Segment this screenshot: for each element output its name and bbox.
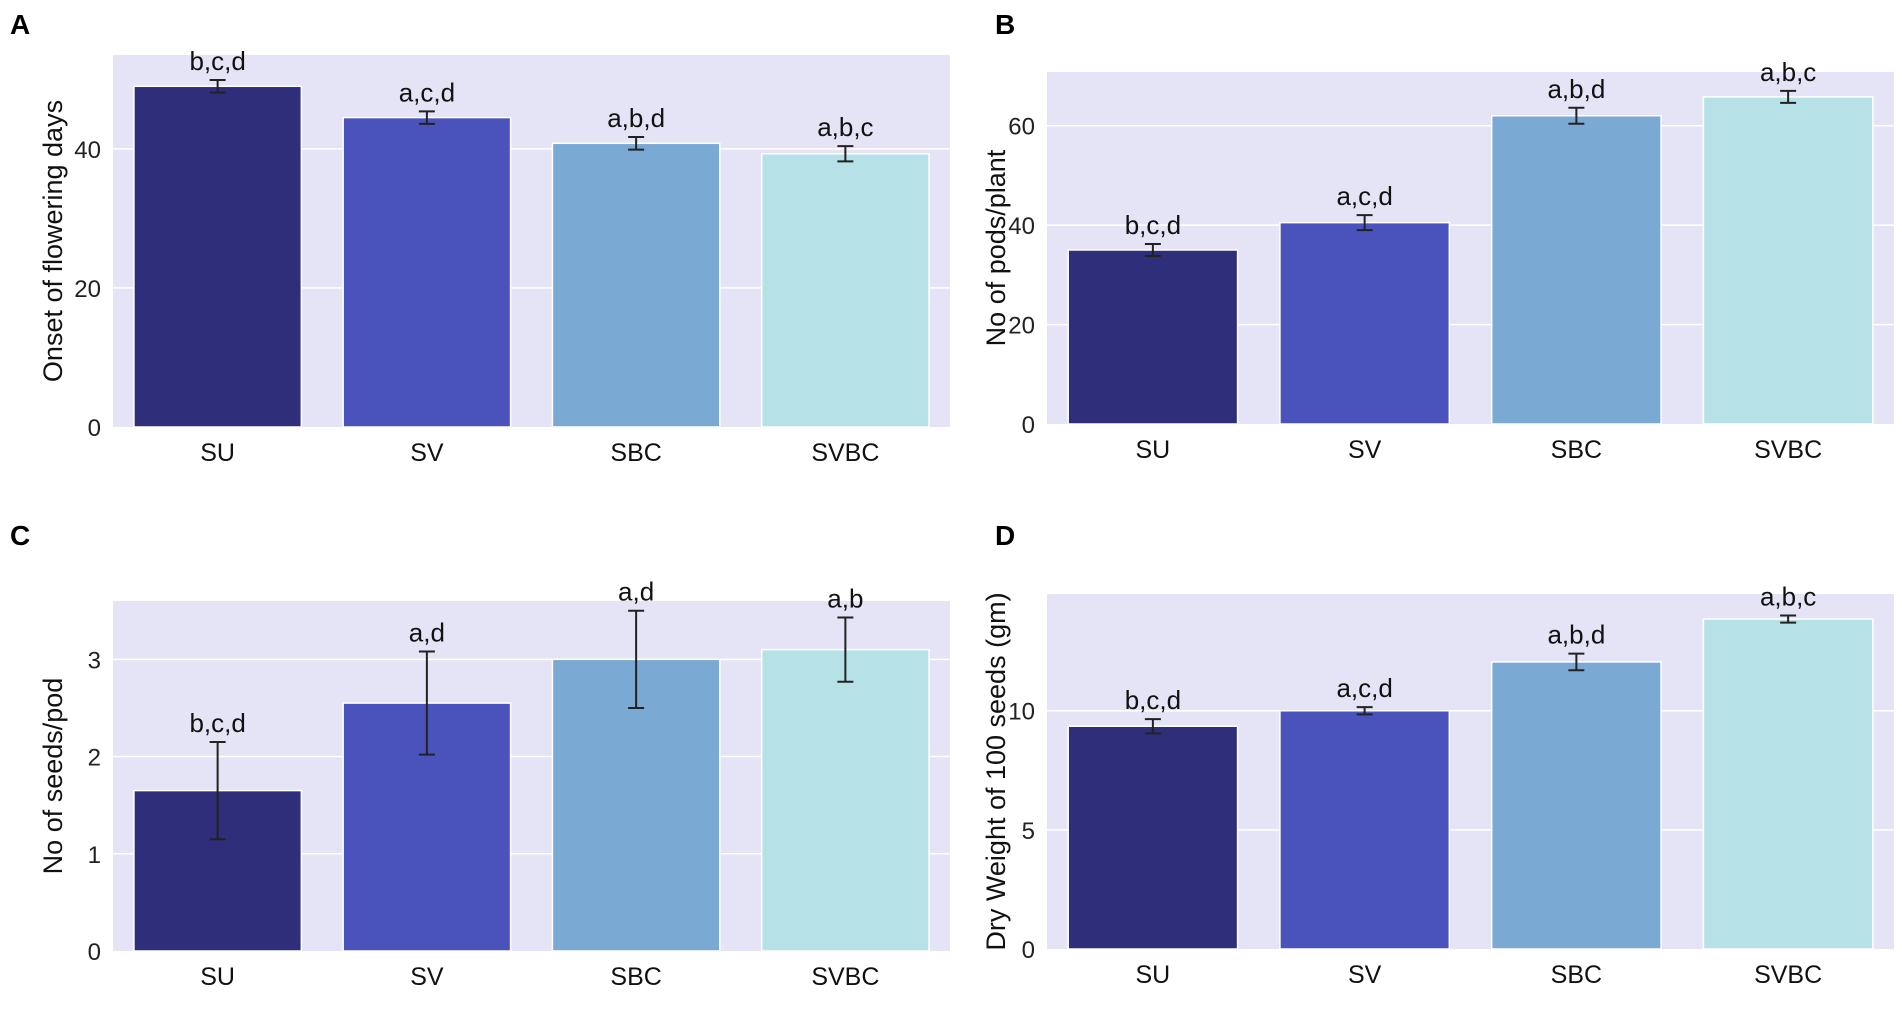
bar xyxy=(1490,115,1662,425)
y-tick-label: 5 xyxy=(1022,818,1035,845)
panel-a: 0 20 40 b,c,d SU a,c,d SV a,b,d SBC a,b,c SVBC Onse… xyxy=(10,9,950,467)
x-tick-label: SV xyxy=(1348,436,1382,464)
x-tick-label: SU xyxy=(1136,436,1171,464)
x-tick-label: SVBC xyxy=(1754,436,1822,464)
significance-label: b,c,d xyxy=(189,46,245,76)
x-tick-label: SV xyxy=(410,963,444,991)
x-tick-label: SV xyxy=(410,439,444,467)
y-axis-label: Dry Weight of 100 seeds (gm) xyxy=(981,592,1011,950)
y-axis-label: No of seeds/pod xyxy=(38,678,68,875)
significance-label: a,b,d xyxy=(1547,74,1605,104)
y-tick-label: 3 xyxy=(88,647,101,674)
panel-label: A xyxy=(10,9,30,40)
significance-label: a,d xyxy=(618,577,654,607)
significance-label: a,c,d xyxy=(1336,673,1392,703)
bar xyxy=(342,116,512,428)
bar xyxy=(133,85,303,428)
significance-label: b,c,d xyxy=(1125,210,1181,240)
x-tick-label: SBC xyxy=(610,963,661,991)
x-tick-label: SBC xyxy=(1551,961,1602,989)
bar xyxy=(1702,96,1874,425)
x-tick-label: SBC xyxy=(1551,436,1602,464)
significance-label: a,b xyxy=(827,584,863,614)
significance-label: a,c,d xyxy=(399,77,455,107)
bar xyxy=(1067,725,1239,950)
x-tick-label: SVBC xyxy=(811,963,879,991)
x-tick-label: SVBC xyxy=(1754,961,1822,989)
x-tick-label: SVBC xyxy=(811,439,879,467)
bar xyxy=(1279,221,1451,425)
significance-label: a,c,d xyxy=(1336,181,1392,211)
y-tick-label: 20 xyxy=(74,276,101,303)
y-axis-label: Onset of flowering days xyxy=(38,100,68,382)
y-tick-label: 20 xyxy=(1008,313,1035,340)
panel-c: 0 1 2 3 b,c,d SU a,d SV a,d SBC a,b SVBC No of seeds… xyxy=(10,520,950,991)
y-tick-label: 0 xyxy=(1022,937,1035,964)
bar xyxy=(1067,249,1239,425)
significance-label: a,b,c xyxy=(1760,57,1816,87)
y-tick-label: 0 xyxy=(88,939,101,966)
bar xyxy=(1279,709,1451,950)
significance-label: a,b,d xyxy=(607,103,665,133)
panel-label: B xyxy=(995,9,1015,40)
x-tick-label: SU xyxy=(1136,961,1171,989)
significance-label: a,d xyxy=(409,618,445,648)
y-tick-label: 60 xyxy=(1008,114,1035,141)
significance-label: b,c,d xyxy=(189,708,245,738)
x-tick-label: SU xyxy=(200,439,235,467)
significance-label: a,b,c xyxy=(817,112,873,142)
significance-label: a,b,d xyxy=(1547,620,1605,650)
significance-label: b,c,d xyxy=(1125,685,1181,715)
bar xyxy=(760,648,930,952)
bar xyxy=(551,142,721,428)
y-tick-label: 1 xyxy=(88,842,101,869)
panel-label: D xyxy=(995,520,1015,551)
bar xyxy=(760,152,930,428)
y-tick-label: 10 xyxy=(1008,699,1035,726)
panel-label: C xyxy=(10,520,30,551)
y-tick-label: 40 xyxy=(1008,213,1035,240)
significance-label: a,b,c xyxy=(1760,581,1816,611)
y-tick-label: 0 xyxy=(1022,412,1035,439)
y-tick-label: 40 xyxy=(74,137,101,164)
y-tick-label: 0 xyxy=(88,415,101,442)
y-tick-label: 2 xyxy=(88,745,101,772)
x-tick-label: SV xyxy=(1348,961,1382,989)
x-tick-label: SU xyxy=(200,963,235,991)
bar xyxy=(1702,618,1874,950)
x-tick-label: SBC xyxy=(610,439,661,467)
panel-b: 0 20 40 60 b,c,d SU a,c,d SV a,b,d SBC a,b,c SVBC No… xyxy=(981,9,1894,464)
bar xyxy=(1490,661,1662,950)
y-axis-label: No of pods/plant xyxy=(981,149,1011,346)
panel-d: 0 5 10 b,c,d SU a,c,d SV a,b,d SBC a,b,c SVBC Dry W… xyxy=(981,520,1894,989)
